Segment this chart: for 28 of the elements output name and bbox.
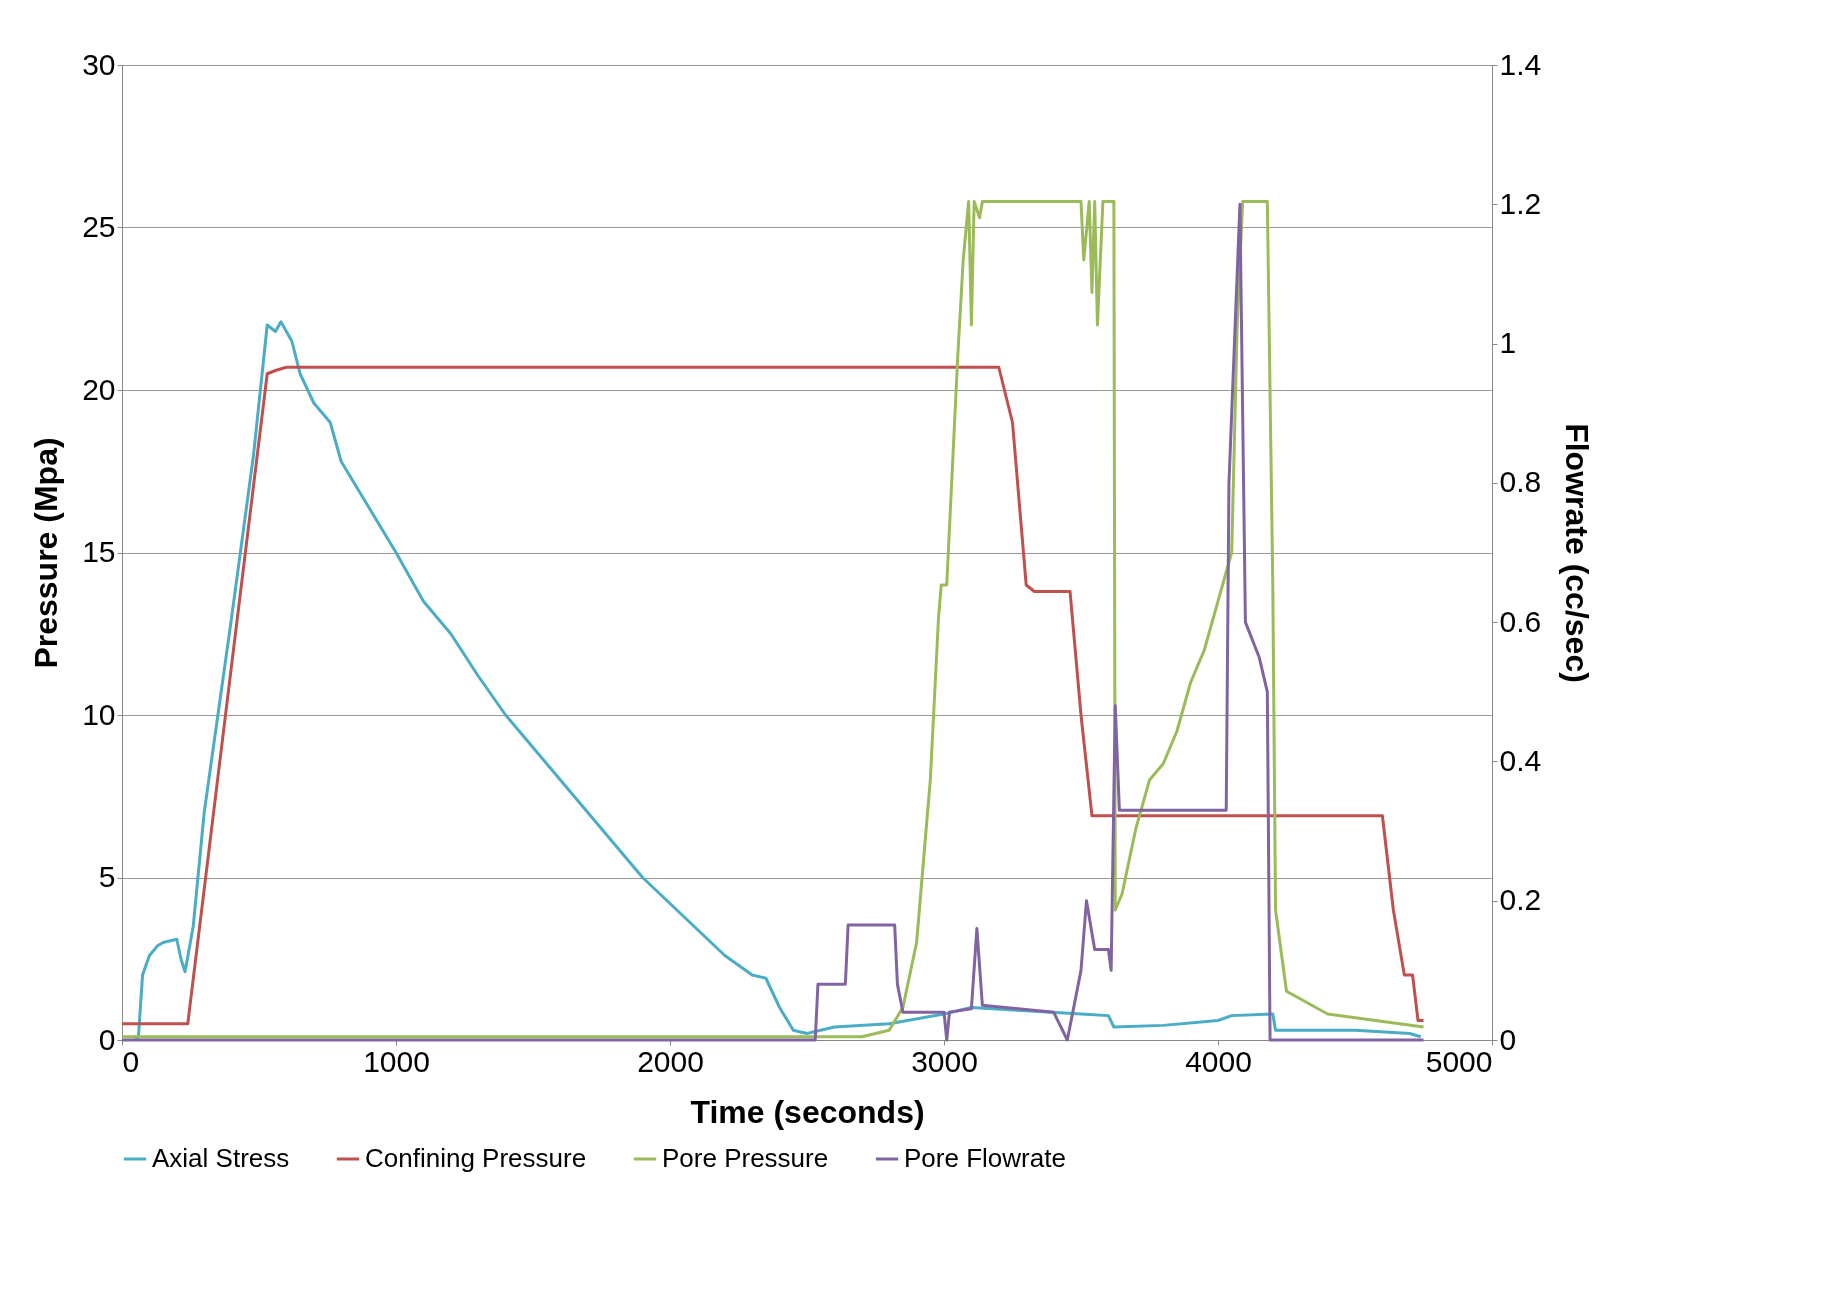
x-tick-label: 5000 <box>1425 1044 1493 1078</box>
y2-tick-label: 0.2 <box>1499 883 1542 917</box>
legend-label: Pore Flowrate <box>904 1143 1066 1173</box>
legend-label: Confining Pressure <box>365 1143 587 1173</box>
y-tick-label: 20 <box>82 372 116 406</box>
y2-axis-title: Flowrate (cc/sec) <box>1559 423 1596 683</box>
y2-tick-label: 1 <box>1499 326 1517 360</box>
y-tick-label: 30 <box>82 47 116 81</box>
y2-tick-label: 0.4 <box>1499 743 1542 777</box>
y-tick-label: 0 <box>98 1022 116 1056</box>
x-tick-label: 0 <box>122 1044 140 1078</box>
x-tick-label: 2000 <box>637 1044 704 1078</box>
y-tick-label: 15 <box>82 535 116 568</box>
y2-tick-label: 1.4 <box>1499 47 1542 81</box>
y2-tick-label: 0 <box>1499 1022 1517 1056</box>
legend-label: Pore Pressure <box>662 1143 829 1173</box>
y-axis-title: Pressure (Mpa) <box>28 437 65 669</box>
y2-tick-label: 0.6 <box>1499 604 1542 638</box>
x-tick-label: 3000 <box>911 1044 978 1078</box>
x-axis-title: Time (seconds) <box>690 1093 925 1130</box>
y-tick-label: 10 <box>82 697 116 731</box>
y-tick-label: 25 <box>82 210 116 243</box>
y2-tick-label: 0.8 <box>1499 465 1542 499</box>
y-tick-label: 5 <box>98 860 116 893</box>
x-tick-label: 4000 <box>1185 1044 1252 1078</box>
legend-label: Axial Stress <box>152 1143 290 1173</box>
y2-tick-label: 1.2 <box>1499 186 1542 220</box>
x-tick-label: 1000 <box>363 1044 430 1078</box>
